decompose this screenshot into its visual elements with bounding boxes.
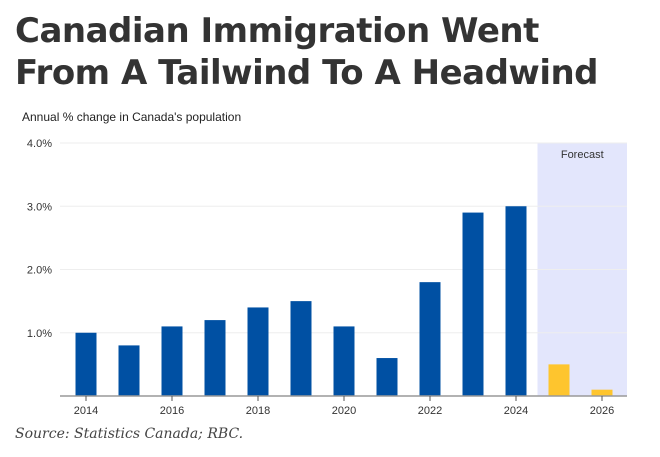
y-axis-label: Annual % change in Canada's population xyxy=(22,110,242,124)
title-line-1: Canadian Immigration Went xyxy=(15,11,539,51)
bar-actual xyxy=(247,307,269,396)
source-note: Source: Statistics Canada; RBC. xyxy=(15,426,244,442)
x-tick-label: 2026 xyxy=(590,405,614,417)
x-tick-label: 2024 xyxy=(504,405,528,417)
y-tick-label: 1.0% xyxy=(27,328,52,340)
title-line-2: From A Tailwind To A Headwind xyxy=(15,53,599,93)
bar-actual xyxy=(75,332,97,396)
y-tick-label: 4.0% xyxy=(27,138,52,150)
x-tick-label: 2020 xyxy=(332,405,356,417)
y-tick-label: 2.0% xyxy=(27,265,52,277)
bar-actual xyxy=(118,345,140,396)
bar-forecast xyxy=(591,389,613,396)
bar-forecast xyxy=(548,364,570,396)
bar-actual xyxy=(462,212,484,396)
x-tick-label: 2018 xyxy=(246,405,270,417)
bar-actual xyxy=(376,358,398,396)
x-tick-label: 2022 xyxy=(418,405,442,417)
bar-actual xyxy=(419,282,441,396)
bar-actual xyxy=(161,326,183,396)
x-tick-label: 2014 xyxy=(74,405,98,417)
chart-title: Canadian Immigration Went From A Tailwind… xyxy=(15,10,599,94)
bar-actual xyxy=(290,301,312,396)
x-tick-label: 2016 xyxy=(160,405,184,417)
bar-actual xyxy=(505,206,527,396)
bar-actual xyxy=(333,326,355,396)
y-tick-label: 3.0% xyxy=(27,201,52,213)
bar-actual xyxy=(204,320,226,396)
forecast-annotation: Forecast xyxy=(561,149,604,161)
